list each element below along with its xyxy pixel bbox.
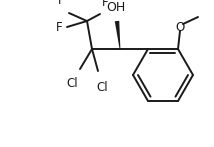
- Text: F: F: [58, 0, 64, 7]
- Text: O: O: [175, 21, 185, 34]
- Text: OH: OH: [106, 1, 126, 14]
- Text: Cl: Cl: [66, 77, 78, 90]
- Text: Cl: Cl: [96, 81, 108, 94]
- Text: F: F: [56, 21, 62, 34]
- Text: F: F: [102, 0, 108, 9]
- Polygon shape: [115, 21, 120, 49]
